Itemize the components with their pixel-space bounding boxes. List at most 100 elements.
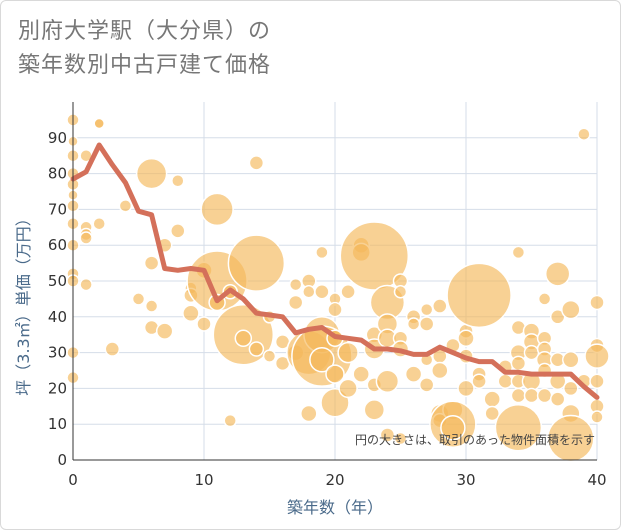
y-tick-label: 60 (48, 236, 67, 254)
bubble (339, 221, 410, 291)
bubble (510, 387, 527, 404)
x-tick-label: 0 (68, 471, 78, 489)
y-tick-label: 70 (48, 200, 67, 218)
bubble-size-note: 円の大きさは、取引のあった物件面積を示す (355, 432, 595, 447)
bubble (363, 399, 386, 421)
x-axis-label: 築年数（年） (287, 498, 383, 517)
bubble (325, 364, 345, 384)
bubble (375, 369, 400, 393)
bubble (79, 231, 93, 245)
bubble (92, 216, 106, 231)
bubble (497, 373, 514, 389)
bubble (248, 155, 265, 171)
bubble (484, 405, 500, 422)
x-tick-label: 20 (325, 471, 344, 489)
bubble (352, 365, 370, 383)
x-tick-label: 40 (587, 471, 606, 489)
bubble (155, 322, 174, 340)
bubble (561, 299, 581, 320)
y-tick-label: 0 (57, 451, 67, 469)
bubble (223, 413, 237, 428)
bubble (544, 261, 571, 287)
bubble (288, 277, 303, 292)
bubble (419, 302, 434, 317)
bubble (234, 329, 253, 348)
bubble (314, 283, 330, 300)
y-axis-label: 坪（3.3㎡）単価（万円） (14, 210, 33, 395)
bubble (287, 294, 304, 311)
chart-title-line-1: 別府大学駅（大分県）の (18, 19, 272, 44)
bubble (418, 316, 435, 332)
bubble (511, 245, 526, 260)
bubble (446, 262, 512, 329)
bubble (379, 427, 396, 443)
bubble (523, 387, 540, 404)
x-tick-labels: 0 10 20 30 40 (68, 471, 606, 489)
bubble (196, 316, 212, 332)
y-tick-label: 80 (48, 165, 67, 183)
bubble (590, 410, 604, 424)
bubble (483, 390, 501, 408)
bubble (135, 157, 168, 190)
bubble (182, 304, 200, 322)
bubble (93, 117, 105, 130)
y-tick-label: 10 (48, 415, 67, 433)
bubble (537, 292, 552, 306)
y-tick-label: 50 (48, 272, 67, 290)
bubble (104, 341, 121, 357)
y-tick-label: 40 (48, 308, 67, 326)
bubble (431, 361, 449, 380)
bubble (393, 284, 408, 299)
bubble (143, 255, 160, 271)
bubble-layer (66, 113, 610, 463)
bubble (227, 234, 286, 292)
bubble (406, 317, 421, 331)
bubble (563, 380, 579, 397)
bubble (584, 343, 610, 369)
y-tick-labels: 0 10 20 30 40 50 60 70 80 90 (48, 129, 67, 469)
bubble (302, 284, 316, 299)
bubble (327, 301, 343, 318)
y-tick-label: 30 (48, 344, 67, 362)
bubble (589, 294, 605, 311)
bubble (309, 347, 335, 373)
bubble (315, 245, 329, 260)
bubble (440, 415, 466, 441)
y-tick-label: 20 (48, 379, 67, 397)
bubble (338, 378, 358, 399)
chart-title: 別府大学駅（大分県）の 築年数別中古戸建て価格 (18, 15, 271, 83)
bubble (577, 127, 591, 141)
bubble (337, 341, 359, 364)
bubble (536, 387, 553, 404)
bubble (589, 373, 605, 389)
y-tick-label: 90 (48, 129, 67, 147)
bubble (248, 341, 265, 357)
bubble (393, 431, 408, 446)
bubble (457, 379, 475, 398)
bubble (262, 349, 277, 363)
bubble (418, 377, 435, 393)
bubble (562, 351, 580, 369)
bubble (118, 199, 133, 213)
bubble (171, 174, 185, 188)
bubble (547, 414, 595, 463)
bubble (471, 373, 487, 389)
bubble (432, 298, 448, 314)
x-tick-label: 10 (194, 471, 213, 489)
chart-title-line-2: 築年数別中古戸建て価格 (18, 53, 272, 78)
bubble (510, 355, 527, 372)
bubble (144, 299, 159, 313)
bubble (200, 192, 234, 227)
bubble (404, 365, 423, 383)
bubble (494, 404, 543, 452)
bubble (340, 283, 356, 300)
bubble (131, 292, 146, 306)
bubble (549, 391, 566, 407)
bubble (300, 404, 318, 423)
average-price-line (70, 142, 600, 400)
bubble (170, 223, 186, 239)
bubble (79, 277, 93, 292)
bubble (457, 329, 475, 348)
